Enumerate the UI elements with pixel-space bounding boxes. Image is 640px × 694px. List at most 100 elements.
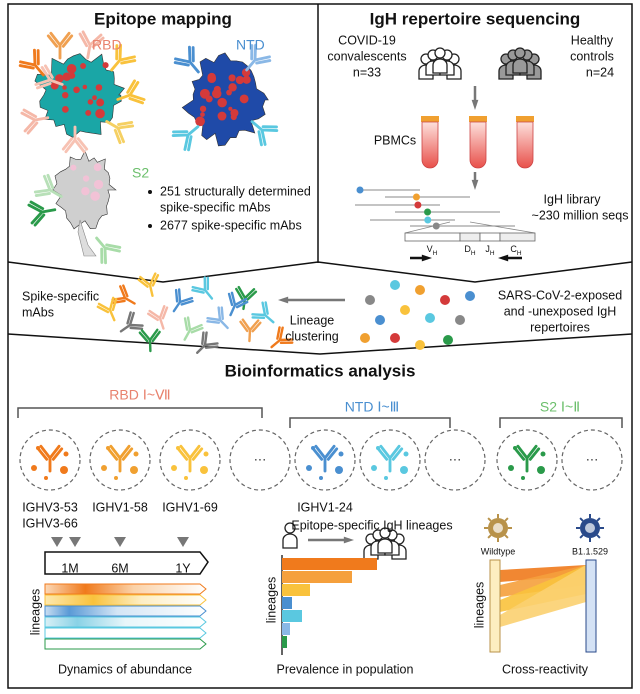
antibody-shape: [96, 296, 118, 322]
antibody: [20, 108, 50, 135]
lineage-dot: [133, 451, 139, 457]
cross-band: [500, 565, 586, 612]
person-body: [282, 533, 298, 549]
lineage-dot: [537, 466, 545, 474]
segment-label: VH: [427, 244, 438, 256]
epitope-group: NTD Ⅰ~Ⅲ: [345, 399, 400, 415]
lineage-dot: [63, 451, 69, 457]
repertoire-label: SARS-CoV-2-exposed: [498, 288, 622, 302]
axis-label: lineages: [472, 582, 486, 629]
gene-segment: [499, 232, 536, 242]
ellipsis: ···: [586, 452, 599, 466]
cross-band: [500, 565, 586, 627]
antibody-shape: [206, 306, 229, 330]
person-body: [377, 538, 393, 554]
epitope-patch: [95, 84, 103, 91]
divider: [7, 261, 633, 283]
gene-segment: [404, 232, 461, 242]
segment-sub: H: [490, 250, 495, 257]
repertoire-dot: [440, 295, 450, 305]
repertoire-label: and -unexposed IgH: [504, 304, 617, 318]
person-head: [434, 47, 446, 59]
segment-sub: H: [471, 250, 476, 257]
lineage-dot: [306, 465, 312, 471]
arrow-head: [471, 99, 479, 110]
timepoint-marker: [69, 537, 81, 547]
sample-label: PBMCs: [374, 133, 416, 147]
antibody-shape: [176, 444, 204, 473]
antibody: [239, 318, 262, 343]
axis-label: lineages: [264, 577, 278, 624]
epitope-patch: [80, 63, 87, 69]
arrow-head: [498, 254, 509, 262]
panel-title: IgH repertoire sequencing: [370, 9, 581, 28]
prevalence-bar: [282, 584, 310, 596]
variant-bar: [489, 559, 501, 653]
segment-gene: C: [510, 244, 517, 254]
lineage-dot: [540, 451, 546, 457]
epitope-patch: [70, 164, 77, 171]
antibody: [146, 304, 169, 330]
cross-band: [500, 565, 586, 582]
antibody-shape: [18, 48, 45, 77]
repertoire-dot: [425, 313, 435, 323]
repertoire-dot: [400, 305, 410, 315]
antibody: [270, 326, 294, 349]
analysis-caption: Cross-reactivity: [502, 662, 589, 676]
antibody-shape: [33, 173, 63, 198]
lineage-dot: [184, 476, 188, 480]
lineage-circle: [294, 429, 356, 491]
lineage-dot: [403, 451, 409, 457]
antibody: [27, 200, 57, 227]
lineage-dot: [106, 446, 110, 450]
antibody-shape: [173, 45, 200, 74]
antibody: [183, 316, 204, 341]
segment-sub: H: [517, 250, 522, 257]
line: [504, 534, 509, 539]
epitope-patch: [62, 85, 67, 90]
antibody: [138, 328, 161, 353]
lineage-circle: [424, 429, 486, 491]
group-n: n=33: [353, 65, 381, 79]
lineage-circle: [229, 429, 291, 491]
epitope-patch: [226, 89, 232, 96]
zoom: [404, 221, 536, 234]
antibody: [33, 173, 63, 198]
prevalence-bar: [282, 571, 352, 583]
antibody: [311, 444, 339, 473]
antibody: [191, 276, 214, 300]
repertoire-dot: [390, 280, 400, 290]
bullet: [148, 224, 152, 228]
epitope-patch: [242, 75, 251, 84]
epitope-patch: [241, 68, 251, 77]
line: [579, 517, 584, 522]
line: [487, 534, 492, 539]
repertoire-label: repertoires: [530, 320, 590, 334]
seq-dot: [424, 216, 432, 224]
epitope-patch: [217, 111, 227, 121]
timepoint: 1M: [61, 561, 78, 575]
antibody-shape: [20, 108, 50, 135]
seq-dot: [424, 208, 432, 216]
person-body: [432, 58, 448, 74]
line: [504, 517, 509, 522]
antibody-shape: [146, 304, 169, 330]
segment-label: CH: [510, 244, 522, 256]
lineage-dot: [513, 446, 517, 450]
bullet-text: 251 structurally determined: [160, 184, 311, 198]
tube: [516, 121, 534, 169]
epitope-patch: [228, 74, 236, 82]
seq-dot: [432, 222, 440, 230]
antibody-shape: [34, 64, 64, 90]
antibody: [96, 296, 118, 322]
analysis-caption: Prevalence in population: [277, 662, 414, 676]
epitope-patch: [95, 108, 105, 119]
epitope-patch: [55, 74, 64, 83]
gene-label: IGHV1-58: [92, 500, 148, 514]
epitope-patch: [199, 88, 210, 99]
lineage-dot: [311, 446, 315, 450]
prevalence-bar: [282, 597, 292, 609]
antibody: [206, 306, 229, 330]
prevalence-bar: [282, 610, 302, 622]
